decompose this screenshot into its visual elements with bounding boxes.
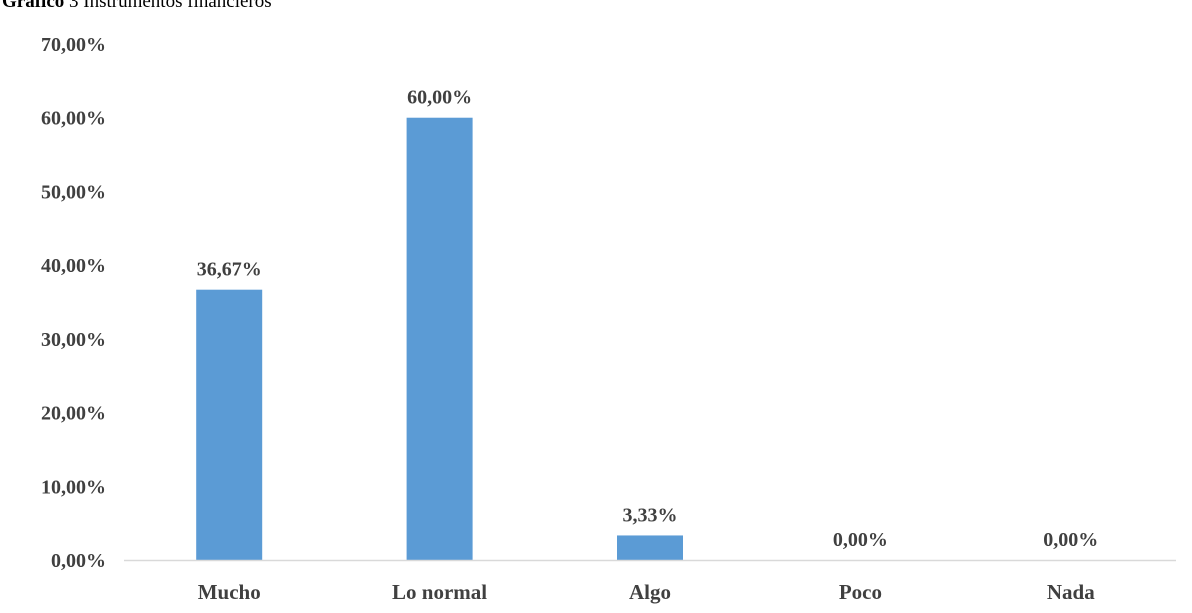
- y-tick-label: 30,00%: [41, 329, 106, 351]
- chart-caption: Gráfico 3 Instrumentos financieros: [2, 0, 272, 13]
- x-tick-label: Mucho: [198, 580, 261, 604]
- y-axis-tick-labels: 0,00% 10,00% 20,00% 30,00% 40,00% 50,00% 60,00…: [41, 34, 106, 572]
- x-axis-category-labels: Mucho Lo normal Algo Poco Nada: [198, 580, 1096, 604]
- y-tick-label: 50,00%: [41, 181, 106, 203]
- data-label: 0,00%: [1043, 529, 1098, 551]
- data-label: 0,00%: [833, 529, 888, 551]
- bar-lo-normal: [406, 117, 473, 560]
- caption-prefix: Gráfico: [2, 0, 65, 12]
- data-labels: 36,67% 60,00% 3,33% 0,00% 0,00%: [197, 87, 1099, 551]
- bar-algo: [617, 535, 683, 560]
- y-tick-label: 70,00%: [41, 34, 106, 56]
- x-tick-label: Nada: [1047, 580, 1095, 604]
- bars: [196, 117, 683, 560]
- y-tick-label: 40,00%: [41, 255, 106, 277]
- x-tick-label: Algo: [629, 580, 671, 604]
- caption-text: 3 Instrumentos financieros: [69, 0, 272, 12]
- data-label: 3,33%: [623, 504, 678, 526]
- y-tick-label: 20,00%: [41, 403, 106, 425]
- x-tick-label: Poco: [839, 580, 882, 604]
- y-tick-label: 60,00%: [41, 108, 106, 130]
- data-label: 36,67%: [197, 259, 262, 281]
- bar-mucho: [196, 289, 263, 560]
- data-label: 60,00%: [407, 87, 472, 109]
- x-tick-label: Lo normal: [392, 580, 487, 604]
- y-tick-label: 0,00%: [51, 550, 106, 572]
- y-tick-label: 10,00%: [41, 476, 106, 498]
